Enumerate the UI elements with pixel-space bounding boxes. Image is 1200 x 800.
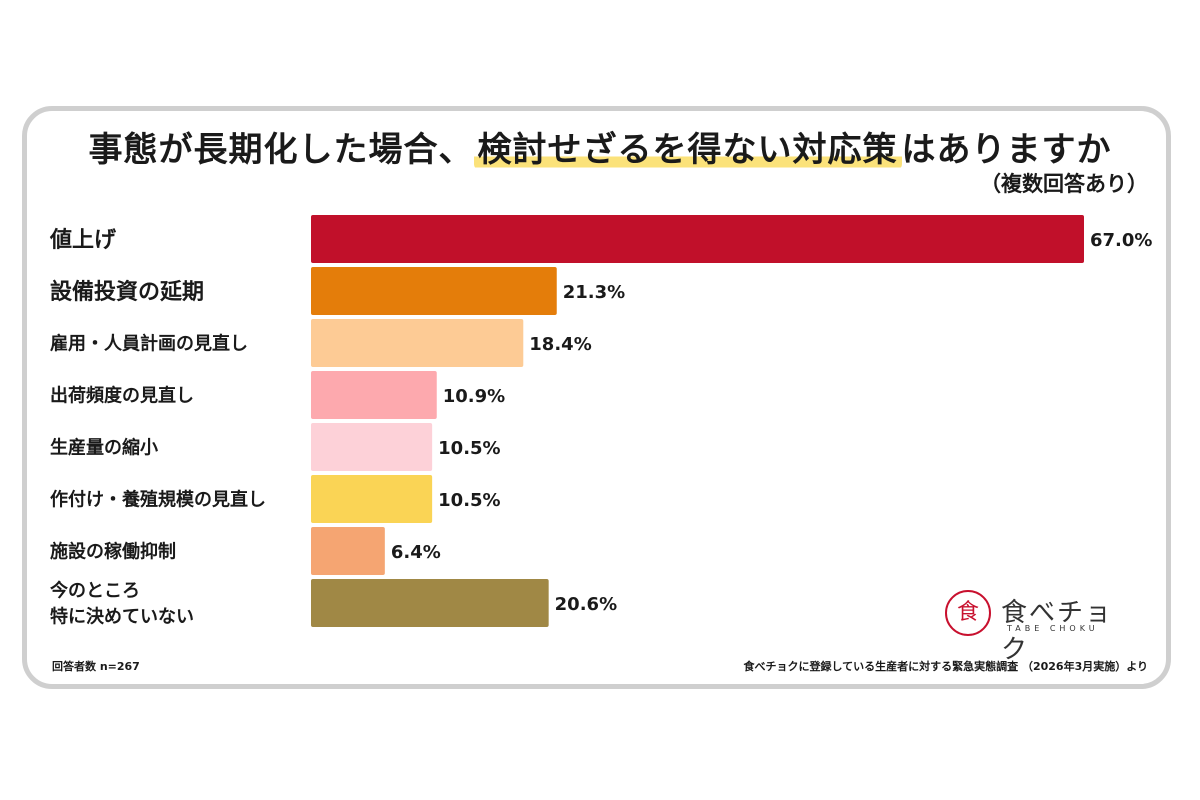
category-label-6: 施設の稼働抑制	[50, 540, 176, 562]
category-label-7: 今のところ特に決めていない	[50, 579, 194, 627]
bar-7	[311, 579, 549, 627]
chart-subtitle: （複数回答あり）	[980, 172, 1148, 196]
logo-mark-icon: 食	[945, 590, 991, 636]
value-label-4: 10.5%	[438, 438, 500, 459]
chart-card	[22, 106, 1171, 689]
value-label-0: 67.0%	[1090, 230, 1152, 251]
title-suffix: はありますか	[901, 130, 1112, 170]
value-label-5: 10.5%	[438, 490, 500, 511]
title-highlight: 検討せざるを得ない対応策	[473, 130, 902, 170]
bar-2	[311, 319, 524, 367]
category-label-1: 設備投資の延期	[50, 279, 204, 305]
bar-1	[311, 267, 557, 315]
bar-6	[311, 527, 385, 575]
source-note: 食べチョクに登録している生産者に対する緊急実態調査 （2026年3月実施）より	[743, 660, 1148, 673]
bar-4	[311, 423, 433, 471]
bar-0	[311, 215, 1084, 263]
category-label-3: 出荷頻度の見直し	[50, 384, 194, 406]
logo-subtext: TABE CHOKU	[1007, 624, 1099, 633]
value-label-1: 21.3%	[563, 282, 625, 303]
respondents-note: 回答者数 n=267	[52, 660, 140, 673]
category-label-0: 値上げ	[49, 228, 117, 253]
value-label-6: 6.4%	[391, 542, 441, 563]
category-label-2: 雇用・人員計画の見直し	[50, 332, 248, 354]
category-label-5: 作付け・養殖規模の見直し	[50, 488, 266, 510]
chart-title: 事態が長期化した場合、 検討せざるを得ない対応策 はありますか	[0, 122, 1200, 171]
bar-3	[311, 371, 437, 419]
title-prefix: 事態が長期化した場合、	[88, 130, 474, 170]
value-label-3: 10.9%	[443, 386, 505, 407]
category-label-4: 生産量の縮小	[50, 436, 158, 458]
bar-5	[311, 475, 433, 523]
logo-name: 食べチョク	[1001, 598, 1114, 665]
value-label-2: 18.4%	[529, 334, 591, 355]
value-label-7: 20.6%	[555, 594, 617, 615]
tabechoku-logo: 食 食べチョク TABE CHOKU	[945, 590, 1135, 665]
